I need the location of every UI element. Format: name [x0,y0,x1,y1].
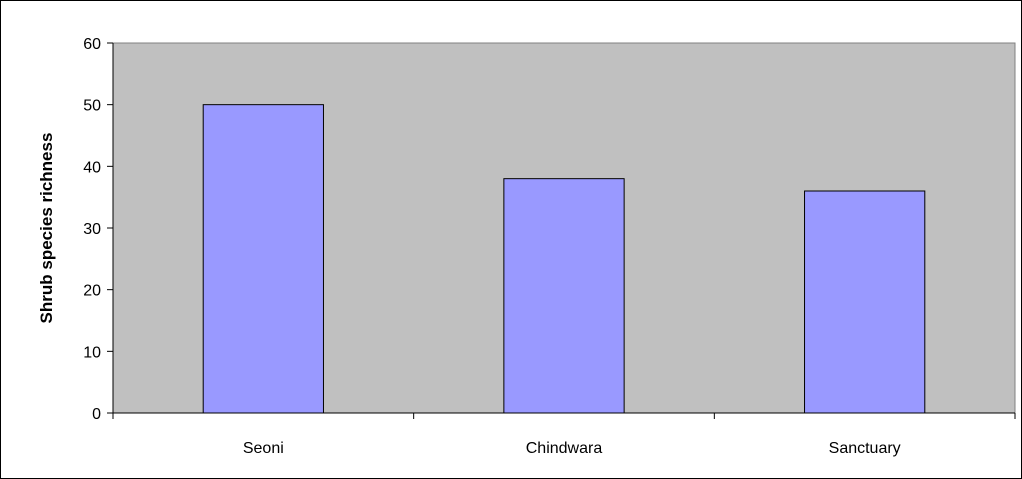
y-axis-title: Shrub species richness [37,133,56,324]
y-tick-label: 30 [83,221,101,238]
x-tick-label-sanctuary: Sanctuary [829,440,901,457]
y-tick-label: 40 [83,159,101,176]
bar-chindwara [503,178,625,414]
y-tick-label: 10 [83,344,101,361]
y-tick-label: 60 [83,36,101,53]
bar-seoni [202,104,324,414]
y-tick-label: 20 [83,283,101,300]
x-tick-label-seoni: Seoni [243,440,284,457]
y-tick-label: 50 [83,98,101,115]
bars-group [202,104,926,414]
x-tick-label-chindwara: Chindwara [526,440,603,457]
bar-sanctuary [804,190,926,414]
y-tick-label: 0 [92,406,101,423]
axes-group: 0 10 20 30 40 50 60 Seoni Chindwara Sanctuary [83,36,1016,457]
